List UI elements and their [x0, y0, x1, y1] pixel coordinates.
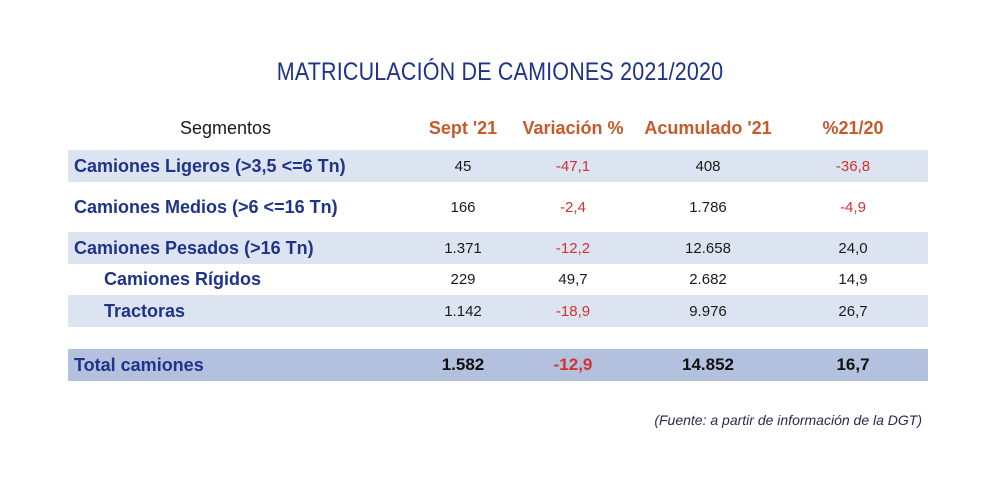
total-pct: 16,7: [778, 349, 928, 381]
source-note: (Fuente: a partir de información de la D…: [654, 412, 922, 428]
total-sept: 1.582: [418, 349, 508, 381]
cell-variation: -18,9: [508, 295, 638, 327]
cell-accumulated: 2.682: [689, 271, 727, 288]
total-label: Total camiones: [68, 349, 418, 381]
header-accumulated: Acumulado '21: [644, 117, 772, 138]
total-row: Total camiones 1.582 -12,9 14.852 16,7: [68, 349, 928, 381]
cell-pct: -4,9: [840, 198, 866, 216]
header-sept: Sept '21: [428, 117, 498, 138]
cell-sept: 1.371: [418, 232, 508, 264]
cell-accumulated: 9.976: [638, 295, 778, 327]
table-row: Camiones Ligeros (>3,5 <=6 Tn) 45 -47,1 …: [68, 150, 928, 182]
header-segment: Segmentos: [180, 117, 272, 138]
cell-sept: 166: [450, 198, 476, 216]
header-pct: %21/20: [822, 117, 884, 138]
registrations-table: Segmentos Sept '21 Variación % Acumulado…: [68, 106, 928, 381]
row-label: Tractoras: [68, 295, 418, 327]
table-row: Camiones Pesados (>16 Tn) 1.371 -12,2 12…: [68, 232, 928, 264]
total-accumulated: 14.852: [638, 349, 778, 381]
cell-pct: 24,0: [778, 232, 928, 264]
row-label: Camiones Ligeros (>3,5 <=6 Tn): [68, 150, 418, 182]
cell-variation: -47,1: [508, 150, 638, 182]
row-label: Camiones Medios (>6 <=16 Tn): [74, 196, 338, 217]
spacer-row: [68, 327, 928, 349]
table-title: MATRICULACIÓN DE CAMIONES 2021/2020: [276, 58, 724, 86]
header-variation: Variación %: [522, 117, 624, 138]
table-row: Tractoras 1.142 -18,9 9.976 26,7: [68, 295, 928, 327]
cell-pct: -36,8: [778, 150, 928, 182]
total-variation: -12,9: [508, 349, 638, 381]
cell-variation: -2,4: [560, 198, 586, 216]
header-row: Segmentos Sept '21 Variación % Acumulado…: [68, 106, 928, 150]
row-label: Camiones Rígidos: [104, 269, 262, 289]
cell-pct: 26,7: [778, 295, 928, 327]
table-row: Camiones Medios (>6 <=16 Tn) 166 -2,4 1.…: [68, 182, 928, 232]
table-row: Camiones Rígidos 229 49,7 2.682 14,9: [68, 264, 928, 295]
cell-accumulated: 12.658: [638, 232, 778, 264]
cell-accumulated: 1.786: [689, 198, 727, 216]
cell-sept: 1.142: [418, 295, 508, 327]
cell-accumulated: 408: [638, 150, 778, 182]
cell-variation: -12,2: [508, 232, 638, 264]
cell-pct: 14,9: [838, 271, 868, 288]
row-label: Camiones Pesados (>16 Tn): [68, 232, 418, 264]
cell-variation: 49,7: [558, 271, 588, 288]
cell-sept: 45: [418, 150, 508, 182]
cell-sept: 229: [450, 271, 476, 288]
